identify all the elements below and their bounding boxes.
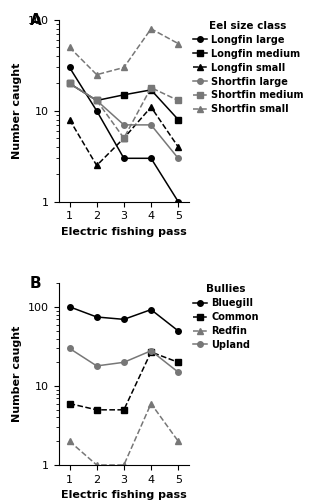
Shortfin large xyxy=(95,98,99,103)
Shortfin large xyxy=(122,122,126,128)
Shortfin large xyxy=(67,80,71,86)
Shortfin medium xyxy=(149,84,153,90)
Bluegill xyxy=(149,306,153,312)
Longfin small xyxy=(176,144,180,150)
Text: B: B xyxy=(30,276,42,291)
Y-axis label: Number caught: Number caught xyxy=(12,62,22,159)
Upland xyxy=(67,346,71,352)
Upland xyxy=(176,369,180,375)
Line: Upland: Upland xyxy=(67,346,181,375)
Line: Shortfin large: Shortfin large xyxy=(67,80,181,161)
Shortfin medium xyxy=(176,98,180,103)
Line: Bluegill: Bluegill xyxy=(67,304,181,334)
Legend: Longfin large, Longfin medium, Longfin small, Shortfin large, Shortfin medium, S: Longfin large, Longfin medium, Longfin s… xyxy=(192,20,304,116)
Line: Longfin large: Longfin large xyxy=(67,64,181,204)
Common xyxy=(95,407,99,413)
Shortfin medium xyxy=(67,80,71,86)
Y-axis label: Number caught: Number caught xyxy=(12,326,22,422)
Longfin medium xyxy=(67,80,71,86)
Shortfin small xyxy=(95,72,99,78)
Line: Longfin small: Longfin small xyxy=(66,104,182,169)
Common xyxy=(149,349,153,355)
Common xyxy=(176,360,180,366)
X-axis label: Electric fishing pass: Electric fishing pass xyxy=(61,490,187,500)
Redfin xyxy=(67,438,71,444)
Bluegill xyxy=(122,316,126,322)
Longfin medium xyxy=(95,98,99,103)
Longfin small xyxy=(67,116,71,122)
Shortfin large xyxy=(176,156,180,162)
Shortfin medium xyxy=(95,98,99,103)
Redfin xyxy=(95,462,99,468)
Longfin large xyxy=(176,198,180,204)
Shortfin small xyxy=(122,64,126,70)
Longfin large xyxy=(149,156,153,162)
Upland xyxy=(149,348,153,354)
Redfin xyxy=(176,438,180,444)
Line: Longfin medium: Longfin medium xyxy=(67,80,181,122)
Bluegill xyxy=(176,328,180,334)
Bluegill xyxy=(67,304,71,310)
Shortfin large xyxy=(149,122,153,128)
Shortfin small xyxy=(67,44,71,51)
Longfin small xyxy=(122,135,126,141)
Longfin large xyxy=(95,108,99,114)
Upland xyxy=(122,360,126,366)
Longfin medium xyxy=(176,116,180,122)
Legend: Bluegill, Common, Redfin, Upland: Bluegill, Common, Redfin, Upland xyxy=(192,284,259,351)
Line: Shortfin small: Shortfin small xyxy=(66,26,182,78)
Redfin xyxy=(122,462,126,468)
Common xyxy=(122,407,126,413)
Shortfin small xyxy=(176,40,180,46)
Text: A: A xyxy=(30,12,42,28)
Upland xyxy=(95,363,99,369)
Line: Redfin: Redfin xyxy=(66,400,182,468)
Line: Common: Common xyxy=(67,349,181,412)
Longfin large xyxy=(67,64,71,70)
Shortfin medium xyxy=(122,135,126,141)
Line: Shortfin medium: Shortfin medium xyxy=(67,80,181,141)
X-axis label: Electric fishing pass: Electric fishing pass xyxy=(61,227,187,237)
Common xyxy=(67,400,71,406)
Bluegill xyxy=(95,314,99,320)
Shortfin small xyxy=(149,26,153,32)
Longfin small xyxy=(149,104,153,110)
Longfin large xyxy=(122,156,126,162)
Longfin medium xyxy=(149,87,153,93)
Redfin xyxy=(149,400,153,406)
Longfin medium xyxy=(122,92,126,98)
Longfin small xyxy=(95,162,99,168)
